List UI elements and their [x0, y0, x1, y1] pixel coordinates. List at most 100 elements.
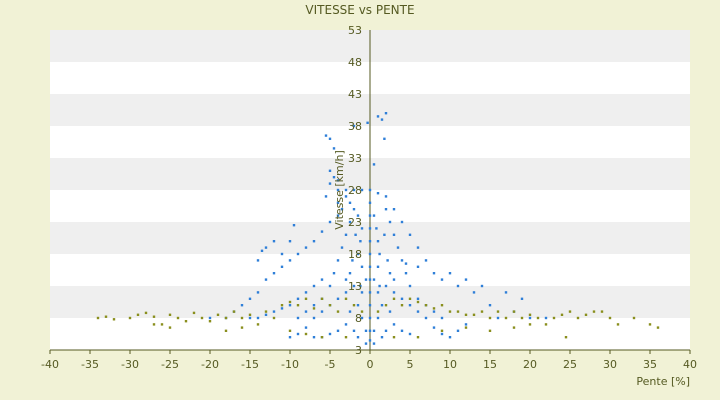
scatter-point	[416, 310, 420, 313]
scatter-point	[520, 297, 524, 300]
scatter-point	[344, 336, 348, 339]
scatter-point	[356, 304, 360, 307]
scatter-point	[336, 214, 340, 217]
scatter-point	[332, 147, 336, 150]
scatter-point	[320, 230, 324, 233]
scatter-point	[376, 115, 380, 118]
scatter-point	[288, 300, 292, 304]
y-tick-label: 48	[348, 56, 362, 69]
x-tick-label: -40	[41, 358, 59, 371]
scatter-point	[320, 310, 324, 313]
scatter-point	[256, 291, 260, 294]
scatter-point	[216, 313, 220, 316]
scatter-point	[340, 246, 344, 249]
scatter-point	[296, 252, 300, 256]
scatter-point	[384, 284, 388, 288]
scatter-point	[272, 240, 276, 243]
scatter-point	[256, 316, 260, 320]
scatter-point	[400, 297, 404, 300]
scatter-point	[448, 336, 452, 339]
scatter-point	[320, 278, 324, 281]
scatter-point	[320, 297, 324, 300]
scatter-point	[376, 316, 380, 320]
scatter-point	[272, 272, 276, 275]
scatter-point	[632, 316, 636, 320]
scatter-point	[324, 195, 328, 198]
scatter-point	[432, 307, 436, 310]
scatter-point	[168, 313, 172, 316]
scatter-point	[388, 272, 392, 275]
y-tick-label: 33	[348, 152, 362, 165]
scatter-point	[464, 323, 468, 326]
scatter-point	[372, 278, 376, 281]
scatter-points	[96, 112, 660, 345]
scatter-point	[464, 326, 468, 329]
scatter-point	[356, 214, 360, 217]
scatter-point	[336, 310, 340, 313]
scatter-point	[368, 291, 372, 294]
y-axis-label: Vitesse [km/h]	[333, 150, 346, 230]
scatter-point	[352, 284, 356, 288]
scatter-point	[544, 316, 548, 320]
scatter-point	[359, 240, 362, 243]
y-tick-label: 18	[348, 248, 362, 261]
scatter-point	[351, 259, 354, 262]
scatter-point	[328, 220, 332, 224]
scatter-point	[224, 329, 228, 332]
scatter-point	[304, 326, 308, 329]
scatter-point	[384, 304, 388, 307]
scatter-point	[360, 291, 364, 294]
scatter-point	[352, 329, 356, 332]
scatter-point	[312, 316, 316, 320]
scatter-point	[348, 220, 352, 224]
scatter-point	[304, 310, 308, 313]
scatter-point	[312, 240, 316, 243]
scatter-point	[312, 307, 316, 310]
scatter-point	[288, 304, 292, 307]
x-tick-label: 10	[443, 358, 457, 371]
scatter-point	[280, 307, 284, 310]
scatter-point	[360, 316, 364, 320]
scatter-point	[536, 316, 540, 320]
scatter-point	[296, 297, 300, 300]
scatter-point	[376, 240, 380, 243]
scatter-point	[168, 326, 172, 329]
scatter-point	[408, 284, 412, 288]
scatter-point	[576, 316, 580, 320]
scatter-point	[416, 297, 420, 300]
scatter-point	[344, 195, 348, 198]
scatter-point	[192, 311, 196, 315]
y-tick-label: 28	[348, 184, 362, 197]
scatter-point	[424, 259, 428, 262]
scatter-point	[336, 329, 340, 332]
scatter-point	[240, 326, 244, 329]
scatter-point	[400, 220, 404, 224]
scatter-point	[440, 278, 444, 281]
scatter-point	[128, 316, 132, 320]
scatter-point	[552, 316, 556, 320]
scatter-point	[208, 316, 212, 320]
scatter-point	[344, 323, 348, 326]
scatter-point	[512, 310, 516, 313]
scatter-point	[648, 323, 652, 326]
scatter-point	[372, 329, 376, 332]
scatter-point	[368, 339, 372, 342]
scatter-point	[208, 320, 212, 323]
x-tick-label: 20	[523, 358, 537, 371]
scatter-point	[376, 265, 380, 268]
scatter-point	[396, 246, 400, 249]
scatter-point	[368, 227, 372, 230]
x-tick-label: -5	[325, 358, 336, 371]
scatter-point	[392, 208, 396, 211]
x-tick-label: 30	[603, 358, 617, 371]
scatter-point	[488, 329, 492, 332]
scatter-point	[360, 227, 364, 230]
scatter-point	[616, 323, 620, 326]
scatter-point	[424, 316, 428, 320]
scatter-point	[372, 342, 376, 345]
scatter-point	[378, 252, 381, 256]
scatter-point	[388, 220, 392, 224]
scatter-point	[304, 297, 308, 300]
scatter-point	[528, 323, 532, 326]
scatter-point	[136, 313, 140, 316]
